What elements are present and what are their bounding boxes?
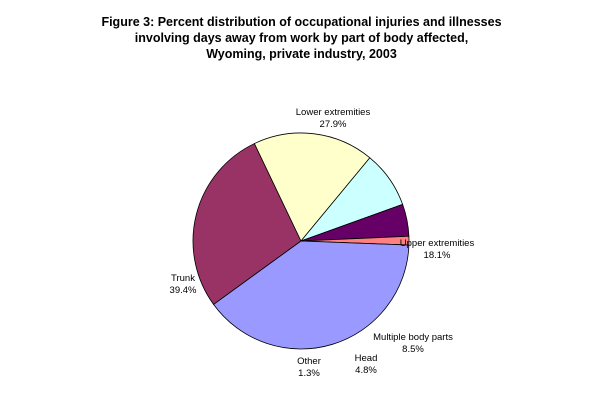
- chart-title-line-3: Wyoming, private industry, 2003: [206, 47, 397, 61]
- slice-value-lower-extremities: 27.9%: [320, 119, 347, 130]
- chart-title-line-1: Figure 3: Percent distribution of occupa…: [101, 15, 502, 29]
- slice-label-head: Head: [355, 353, 378, 364]
- pie-slice-upper-extremities: [253, 132, 371, 242]
- slice-label-trunk: Trunk: [171, 273, 195, 284]
- slice-label-other: Other: [297, 356, 321, 367]
- slice-label-multiple-body-parts: Multiple body parts: [373, 332, 453, 343]
- slice-value-head: 4.8%: [355, 365, 377, 376]
- slice-value-other: 1.3%: [298, 368, 320, 379]
- pie-slice-lower-extremities: [192, 143, 302, 306]
- chart-title: Figure 3: Percent distribution of occupa…: [0, 14, 603, 62]
- slice-label-lower-extremities: Lower extremities: [296, 107, 371, 118]
- chart-title-line-2: involving days away from work by part of…: [134, 31, 469, 45]
- pie-slice-trunk: [213, 240, 410, 350]
- slice-value-trunk: 39.4%: [170, 285, 197, 296]
- pie-slices: [192, 132, 410, 350]
- slice-value-multiple-body-parts: 8.5%: [402, 344, 424, 355]
- slice-value-upper-extremities: 18.1%: [424, 250, 451, 261]
- slice-label-upper-extremities: Upper extremities: [400, 238, 475, 249]
